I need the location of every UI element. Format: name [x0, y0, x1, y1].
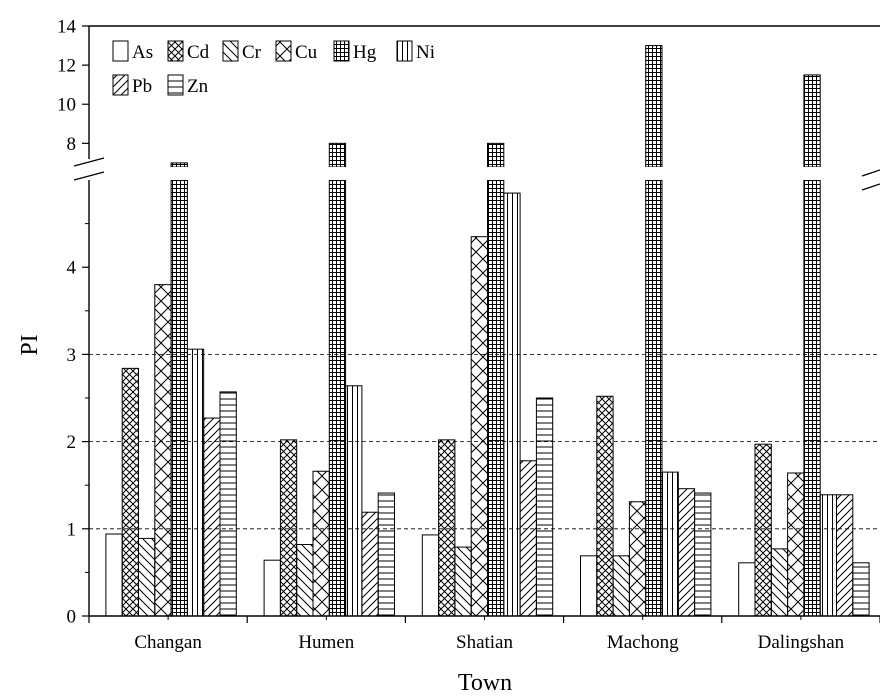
bar-shatian-cr [454, 546, 472, 617]
legend-label-pb: Pb [132, 76, 152, 97]
y-axis-title: PI [17, 334, 43, 355]
bar-shatian-hg-upper [487, 142, 505, 168]
bar-humen-cr [296, 543, 314, 617]
y-tick-label-0: 0 [67, 607, 77, 628]
bar-changan-as [105, 533, 123, 617]
legend-swatch-zn [167, 74, 184, 96]
y-axis-break-mark-1 [73, 157, 105, 167]
y-tick-label-1: 1 [67, 519, 77, 540]
x-tick-label-changan: Changan [134, 632, 202, 653]
bar-humen-ni [345, 385, 363, 617]
bar-changan-hg-upper [170, 162, 188, 168]
x-tick-label-dalingshan: Dalingshan [758, 632, 845, 653]
legend-label-ni: Ni [416, 42, 435, 63]
x-tick-label-humen: Humen [298, 632, 354, 653]
right-break-mark-2 [861, 183, 880, 191]
legend-label-cd: Cd [187, 42, 210, 63]
bar-machong-cr [612, 555, 630, 617]
bar-dalingshan-cu [787, 472, 805, 617]
bar-humen-cd [279, 439, 298, 617]
bar-changan-cd [121, 367, 139, 617]
x-tick-label-machong: Machong [607, 632, 679, 653]
bar-machong-hg-upper [645, 45, 663, 168]
bar-changan-hg-lower [170, 179, 188, 617]
bar-changan-pb [203, 417, 221, 617]
bar-shatian-hg-lower [487, 179, 505, 617]
bar-humen-as [263, 559, 281, 617]
bar-humen-hg-break-gap [328, 167, 347, 180]
bar-humen-hg-lower [328, 179, 347, 617]
bar-humen-zn [377, 492, 396, 617]
bar-changan-hg-break-gap [170, 167, 188, 180]
legend: As Cd Cr Cu Hg Ni Pb Zn [112, 40, 435, 97]
bar-humen-cu [312, 470, 330, 617]
y-axis-break-mark-2 [73, 171, 105, 181]
x-axis-title: Town [458, 670, 512, 696]
bar-changan-ni [186, 348, 205, 617]
legend-swatch-pb [112, 74, 129, 96]
legend-swatch-cu [275, 40, 292, 62]
legend-swatch-hg [333, 40, 350, 62]
bar-shatian-hg-break-gap [487, 167, 505, 180]
y-tick-label-8: 8 [67, 134, 77, 155]
legend-swatch-cd [167, 40, 184, 62]
y-tick-label-12: 12 [57, 56, 76, 77]
bar-dalingshan-ni [819, 494, 838, 617]
legend-swatch-ni [396, 40, 413, 62]
bar-dalingshan-hg-break-gap [803, 167, 821, 180]
bar-machong-as [580, 555, 598, 617]
bar-machong-cu [628, 501, 647, 617]
legend-label-cr: Cr [242, 42, 262, 63]
right-break-mark [861, 169, 880, 177]
bar-changan-zn [219, 391, 237, 617]
y-tick-label-4: 4 [67, 258, 77, 279]
legend-label-hg: Hg [353, 42, 377, 63]
bar-shatian-cd [438, 439, 456, 617]
bar-dalingshan-as [738, 562, 756, 617]
y-tick-label-2: 2 [67, 432, 77, 453]
legend-label-as: As [132, 42, 153, 63]
bar-machong-hg-break-gap [645, 167, 663, 180]
bar-dalingshan-cr [770, 548, 789, 617]
y-tick-label-14: 14 [57, 17, 77, 38]
y-tick-label-3: 3 [67, 345, 77, 366]
legend-label-zn: Zn [187, 76, 209, 97]
bar-dalingshan-pb [836, 494, 854, 617]
legend-swatch-cr [222, 40, 239, 62]
bar-shatian-ni [503, 192, 521, 617]
y-tick-label-10: 10 [57, 95, 76, 116]
bars [105, 45, 870, 617]
bar-machong-zn [694, 492, 712, 617]
legend-swatch-as [112, 40, 129, 62]
bar-humen-hg-upper [328, 142, 347, 168]
bar-humen-pb [361, 511, 379, 617]
bar-changan-cu [154, 284, 172, 617]
bar-dalingshan-hg-lower [803, 179, 821, 617]
bar-shatian-cu [470, 236, 489, 617]
bar-shatian-zn [535, 397, 554, 617]
bar-machong-pb [677, 488, 696, 617]
bar-dalingshan-hg-upper [803, 74, 821, 168]
bar-changan-cr [138, 537, 156, 617]
bar-machong-cd [596, 395, 614, 617]
legend-label-cu: Cu [295, 42, 318, 63]
bar-machong-ni [661, 471, 679, 617]
bar-shatian-as [421, 534, 440, 617]
bar-machong-hg-lower [645, 179, 663, 617]
bar-dalingshan-zn [852, 562, 870, 617]
bar-dalingshan-cd [754, 443, 772, 617]
bar-shatian-pb [519, 460, 537, 617]
x-tick-label-shatian: Shatian [456, 632, 513, 653]
